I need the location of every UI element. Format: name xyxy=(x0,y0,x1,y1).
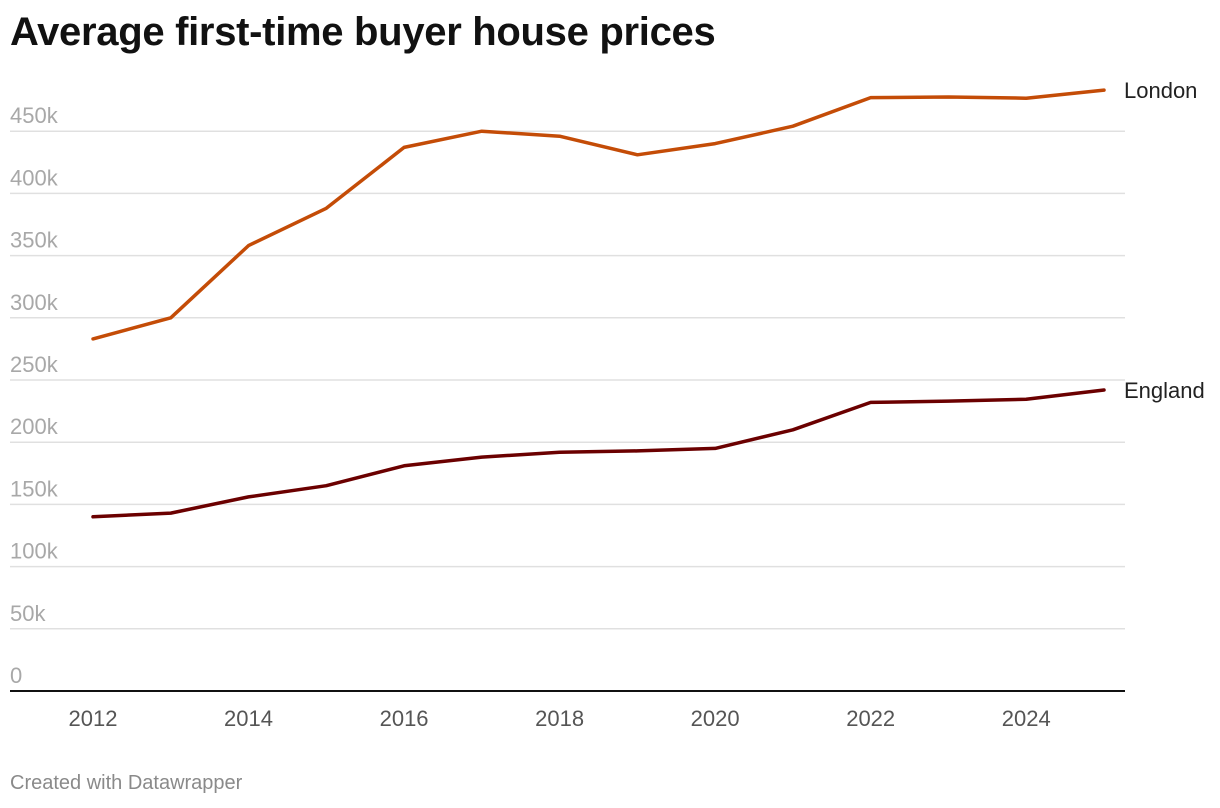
x-tick-label: 2022 xyxy=(846,706,895,731)
x-tick-label: 2014 xyxy=(224,706,273,731)
x-tick-label: 2018 xyxy=(535,706,584,731)
x-axis-ticks: 2012 2014 2016 2018 2020 2022 2024 xyxy=(69,706,1051,731)
y-tick-label: 150k xyxy=(10,476,59,501)
x-tick-label: 2016 xyxy=(380,706,429,731)
series-lines xyxy=(91,88,1106,519)
series-line-london xyxy=(91,88,1106,341)
x-tick-label: 2020 xyxy=(691,706,740,731)
series-label-london: London xyxy=(1124,78,1197,103)
y-tick-label: 250k xyxy=(10,352,59,377)
series-line-england xyxy=(91,388,1106,519)
x-tick-label: 2024 xyxy=(1002,706,1051,731)
x-tick-label: 2012 xyxy=(69,706,118,731)
y-axis-ticks: 0 50k 100k 150k 200k 250k 300k 350k 400k 450k xyxy=(10,103,59,688)
y-tick-label: 0 xyxy=(10,663,22,688)
y-tick-label: 450k xyxy=(10,103,59,128)
y-tick-label: 200k xyxy=(10,414,59,439)
y-tick-label: 300k xyxy=(10,290,59,315)
gridlines xyxy=(10,130,1125,630)
y-tick-label: 350k xyxy=(10,228,59,253)
series-labels: London England xyxy=(1124,78,1205,403)
chart-title: Average first-time buyer house prices xyxy=(10,10,716,54)
credit-footer: Created with Datawrapper xyxy=(10,772,243,794)
y-tick-label: 400k xyxy=(10,165,59,190)
y-tick-label: 100k xyxy=(10,539,59,564)
series-label-england: England xyxy=(1124,378,1205,403)
y-tick-label: 50k xyxy=(10,601,46,626)
